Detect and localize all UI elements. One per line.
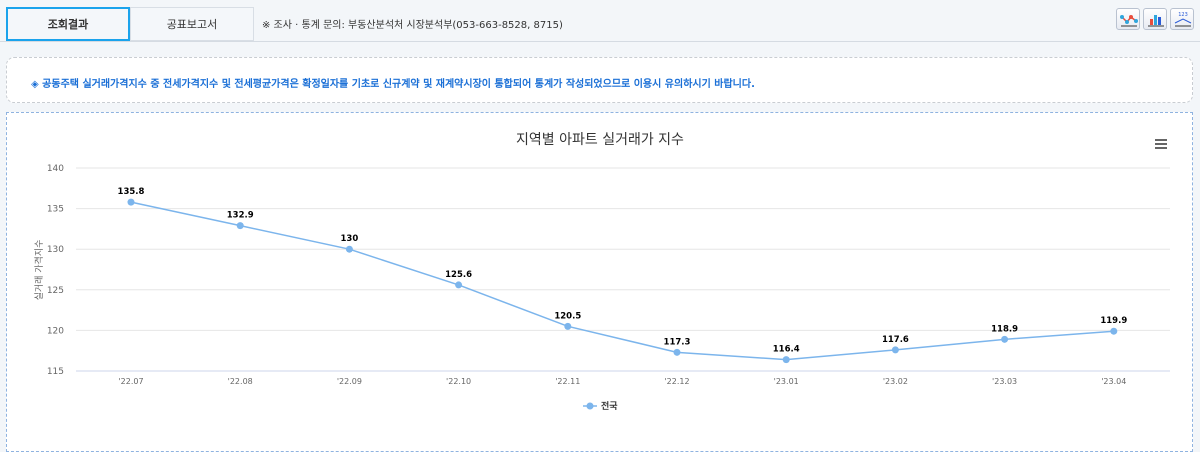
chart-container xyxy=(6,112,1193,452)
data-point xyxy=(127,198,135,206)
svg-text:123: 123 xyxy=(1178,12,1188,18)
line-scatter-chart-icon xyxy=(1120,15,1138,27)
y-axis-label: 실거래 가격지수 xyxy=(33,240,45,301)
x-tick-label: '22.09 xyxy=(337,377,362,386)
series-line xyxy=(130,201,1114,361)
data-point xyxy=(345,245,353,253)
y-tick-label: 120 xyxy=(47,326,64,336)
x-tick-label: '23.02 xyxy=(883,377,908,386)
tab-results[interactable]: 조회결과 xyxy=(6,7,130,41)
data-point xyxy=(673,348,681,356)
x-tick-label: '23.03 xyxy=(992,377,1017,386)
x-tick-label: '22.10 xyxy=(446,377,471,386)
data-point xyxy=(455,281,463,289)
value-label-button[interactable]: 123 xyxy=(1170,8,1194,30)
tab-reports[interactable]: 공표보고서 xyxy=(130,7,254,41)
data-label: 117.6 xyxy=(882,335,909,345)
legend-marker xyxy=(586,402,594,410)
top-bar: 조회결과 공표보고서 ※ 조사 · 통계 문의: 부동산분석처 시장분석부(05… xyxy=(0,0,1200,42)
bar-chart-icon xyxy=(1148,15,1164,27)
value-label-chart-icon: 123 xyxy=(1174,12,1192,27)
data-point xyxy=(236,222,244,230)
bar-chart-button[interactable] xyxy=(1143,8,1167,30)
data-point xyxy=(1001,335,1009,343)
data-point xyxy=(891,346,899,354)
notice-text: ◈ 공동주택 실거래가격지수 중 전세가격지수 및 전세평균가격은 확정일자를 … xyxy=(6,57,1193,103)
data-label: 135.8 xyxy=(118,187,145,197)
data-label: 119.9 xyxy=(1100,316,1127,326)
x-tick-label: '22.12 xyxy=(664,377,689,386)
data-label: 116.4 xyxy=(773,345,800,355)
data-point xyxy=(1110,327,1118,335)
data-point xyxy=(782,356,790,364)
x-tick-label: '23.04 xyxy=(1101,377,1126,386)
x-tick-label: '22.07 xyxy=(118,377,143,386)
data-label: 132.9 xyxy=(227,211,254,221)
y-tick-label: 130 xyxy=(47,245,64,255)
contact-info: ※ 조사 · 통계 문의: 부동산분석처 시장분석부(053-663-8528,… xyxy=(262,20,563,31)
x-tick-label: '22.08 xyxy=(228,377,253,386)
data-label: 117.3 xyxy=(664,337,691,347)
x-tick-label: '23.01 xyxy=(774,377,799,386)
data-label: 118.9 xyxy=(991,324,1018,334)
x-tick-label: '22.11 xyxy=(555,377,580,386)
y-tick-label: 135 xyxy=(47,205,64,215)
y-tick-label: 115 xyxy=(47,367,64,377)
line-chart-button[interactable] xyxy=(1116,8,1140,30)
legend-item[interactable]: 전국 xyxy=(601,400,618,412)
data-label: 125.6 xyxy=(445,270,472,280)
menu-icon[interactable] xyxy=(1155,139,1167,149)
data-label: 120.5 xyxy=(554,311,581,321)
data-point xyxy=(564,322,572,330)
y-tick-label: 125 xyxy=(47,286,64,296)
chart-title: 지역별 아파트 실거래가 지수 xyxy=(516,132,684,148)
y-tick-label: 140 xyxy=(47,164,64,174)
data-label: 130 xyxy=(341,234,359,244)
